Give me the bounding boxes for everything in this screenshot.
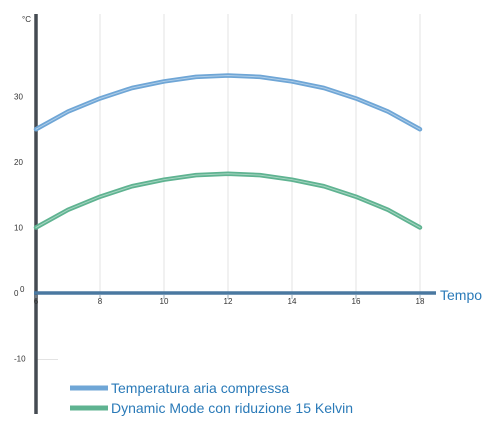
x-tick-label-12: 12	[224, 297, 233, 306]
y-tick-label-0-origin: 0	[20, 285, 25, 294]
series-line-1	[33, 73, 423, 132]
axes	[34, 14, 436, 414]
legend-label-2: Dynamic Mode con riduzione 15 Kelvin	[111, 400, 353, 416]
legend: Temperatura aria compressa Dynamic Mode c…	[70, 380, 353, 416]
x-tick-label-14: 14	[288, 297, 297, 306]
grid	[36, 14, 421, 360]
x-tick-label-8: 8	[98, 297, 103, 306]
x-tick-label-16: 16	[352, 297, 361, 306]
x-axis-title: Tempo	[440, 287, 482, 303]
y-tick-label-0: 0	[14, 289, 19, 298]
series-line-highlight-1	[35, 75, 421, 130]
y-tick-label-30: 30	[14, 93, 23, 102]
y-tick-label-20: 20	[14, 158, 23, 167]
series-lines	[33, 73, 423, 230]
legend-label-1: Temperatura aria compressa	[111, 380, 289, 396]
x-tick-label-10: 10	[160, 297, 169, 306]
y-unit-label: °C	[22, 15, 31, 24]
y-tick-label--10: -10	[14, 355, 26, 364]
x-tick-label-18: 18	[416, 297, 425, 306]
y-tick-label-10: 10	[14, 224, 23, 233]
series-line-2	[33, 171, 423, 230]
tick-labels: 6 8 10 12 14 16 18 30 20 10 0 -10 0	[14, 93, 425, 364]
x-tick-label-6: 6	[34, 297, 39, 306]
series-line-highlight-2	[35, 173, 421, 228]
